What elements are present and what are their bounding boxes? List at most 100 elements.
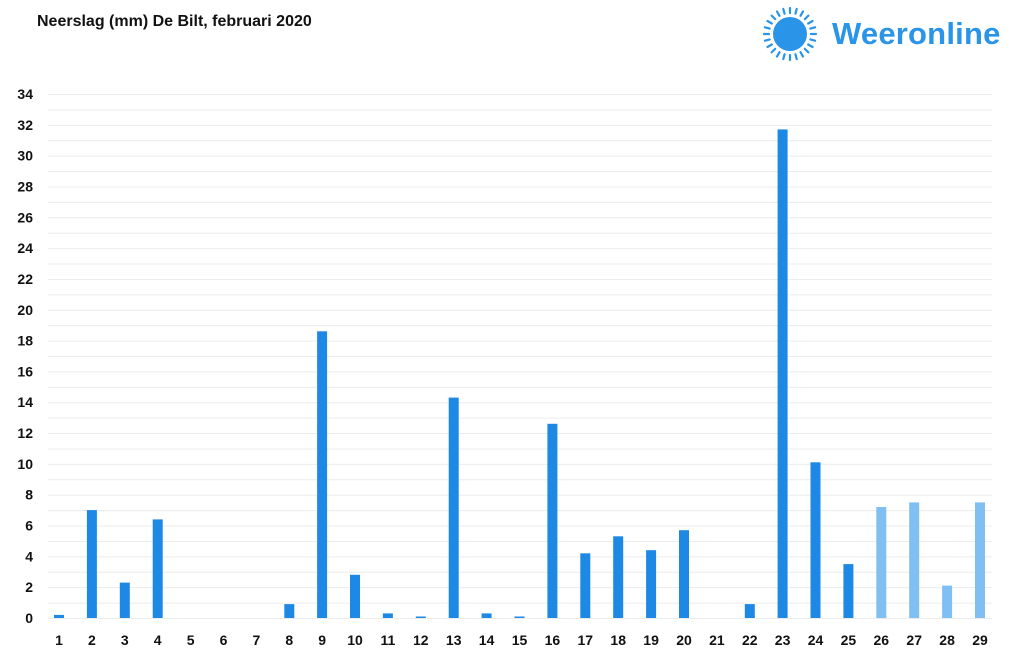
y-tick-label: 30 (17, 148, 33, 164)
x-tick-label: 23 (775, 632, 791, 648)
sun-ray (803, 47, 810, 54)
bar[interactable] (86, 510, 97, 618)
x-tick-label: 25 (841, 632, 857, 648)
x-tick-label: 1 (55, 632, 63, 648)
sun-ray (763, 38, 771, 42)
y-tick-label: 4 (25, 548, 33, 564)
sun-ray (809, 26, 817, 30)
weeronline-logo[interactable]: Weeronline (762, 6, 1002, 62)
bar[interactable] (876, 507, 887, 618)
x-tick-label: 13 (446, 632, 462, 648)
bar[interactable] (317, 331, 328, 618)
x-tick-label: 12 (413, 632, 429, 648)
bar[interactable] (547, 423, 558, 618)
x-tick-label: 29 (972, 632, 988, 648)
bar[interactable] (284, 604, 295, 618)
sun-ray (782, 53, 786, 61)
x-tick-label: 10 (347, 632, 363, 648)
x-tick-label: 3 (121, 632, 129, 648)
sun-ray (794, 7, 798, 15)
y-tick-label: 20 (17, 302, 33, 318)
y-tick-label: 0 (25, 610, 33, 626)
x-tick-label: 18 (610, 632, 626, 648)
grid-lines (48, 94, 992, 619)
y-tick-label: 32 (17, 117, 33, 133)
bar[interactable] (646, 550, 657, 618)
sun-ray (807, 19, 814, 25)
y-tick-label: 34 (17, 86, 33, 102)
bar[interactable] (975, 502, 985, 618)
bar[interactable] (119, 582, 130, 618)
bar[interactable] (152, 519, 163, 618)
x-tick-label: 16 (545, 632, 561, 648)
bar[interactable] (777, 129, 788, 618)
x-tick-label: 2 (88, 632, 96, 648)
bar[interactable] (613, 536, 624, 618)
bar[interactable] (448, 397, 459, 618)
bar[interactable] (909, 502, 920, 618)
y-tick-label: 14 (17, 394, 33, 410)
y-tick-label: 18 (17, 333, 33, 349)
x-tick-label: 27 (906, 632, 922, 648)
x-tick-label: 28 (939, 632, 955, 648)
x-tick-label: 5 (187, 632, 195, 648)
sun-ray (794, 53, 798, 61)
sun-ray (770, 47, 777, 54)
bar[interactable] (810, 462, 821, 618)
bar[interactable] (942, 585, 953, 618)
x-tick-label: 9 (318, 632, 326, 648)
sun-ray (803, 14, 810, 21)
y-tick-label: 10 (17, 456, 33, 472)
bar[interactable] (382, 613, 393, 618)
y-tick-label: 8 (25, 487, 33, 503)
y-tick-label: 6 (25, 518, 33, 534)
bar[interactable] (54, 614, 64, 618)
sun-ray (782, 7, 786, 15)
bar[interactable] (415, 616, 426, 619)
bar[interactable] (744, 604, 755, 618)
y-tick-label: 16 (17, 363, 33, 379)
x-tick-label: 20 (676, 632, 692, 648)
sun-ray (775, 10, 781, 17)
sun-ray (799, 10, 805, 17)
x-tick-label: 4 (154, 632, 162, 648)
logo-wordmark: Weeronline (832, 16, 1001, 51)
sun-ray (775, 51, 781, 58)
bar[interactable] (481, 613, 492, 618)
x-tick-label: 6 (220, 632, 228, 648)
sun-ray (770, 14, 777, 21)
chart-title: Neerslag (mm) De Bilt, februari 2020 (37, 13, 312, 30)
x-axis-ticks: 1 2 3 4 5 6 7 8 9 10 11 12 13 14 15 16 17 18 19 20 21 22 23 24 2… (55, 632, 988, 648)
sun-ray (766, 19, 773, 25)
sun-ray (807, 43, 814, 49)
sun-ray (763, 26, 771, 30)
x-tick-label: 26 (874, 632, 890, 648)
y-tick-label: 26 (17, 209, 33, 225)
y-tick-label: 12 (17, 425, 33, 441)
x-tick-label: 19 (643, 632, 659, 648)
bar[interactable] (580, 553, 591, 618)
x-tick-label: 14 (479, 632, 495, 648)
x-tick-label: 11 (380, 632, 395, 648)
x-tick-label: 17 (578, 632, 594, 648)
bar[interactable] (350, 574, 360, 618)
bar[interactable] (514, 616, 525, 619)
sun-ray (809, 38, 817, 42)
sun-ray (766, 43, 773, 49)
x-tick-label: 24 (808, 632, 824, 648)
bar[interactable] (679, 530, 689, 618)
bar[interactable] (843, 564, 854, 618)
y-tick-label: 22 (17, 271, 33, 287)
x-tick-label: 8 (285, 632, 293, 648)
sun-icon (762, 6, 818, 62)
sun-ray (799, 51, 805, 58)
x-tick-label: 7 (253, 632, 261, 648)
x-tick-label: 15 (512, 632, 528, 648)
y-tick-label: 24 (17, 240, 33, 256)
bars (54, 129, 985, 618)
x-tick-label: 22 (742, 632, 758, 648)
y-tick-label: 28 (17, 178, 33, 194)
x-tick-label: 21 (709, 632, 725, 648)
